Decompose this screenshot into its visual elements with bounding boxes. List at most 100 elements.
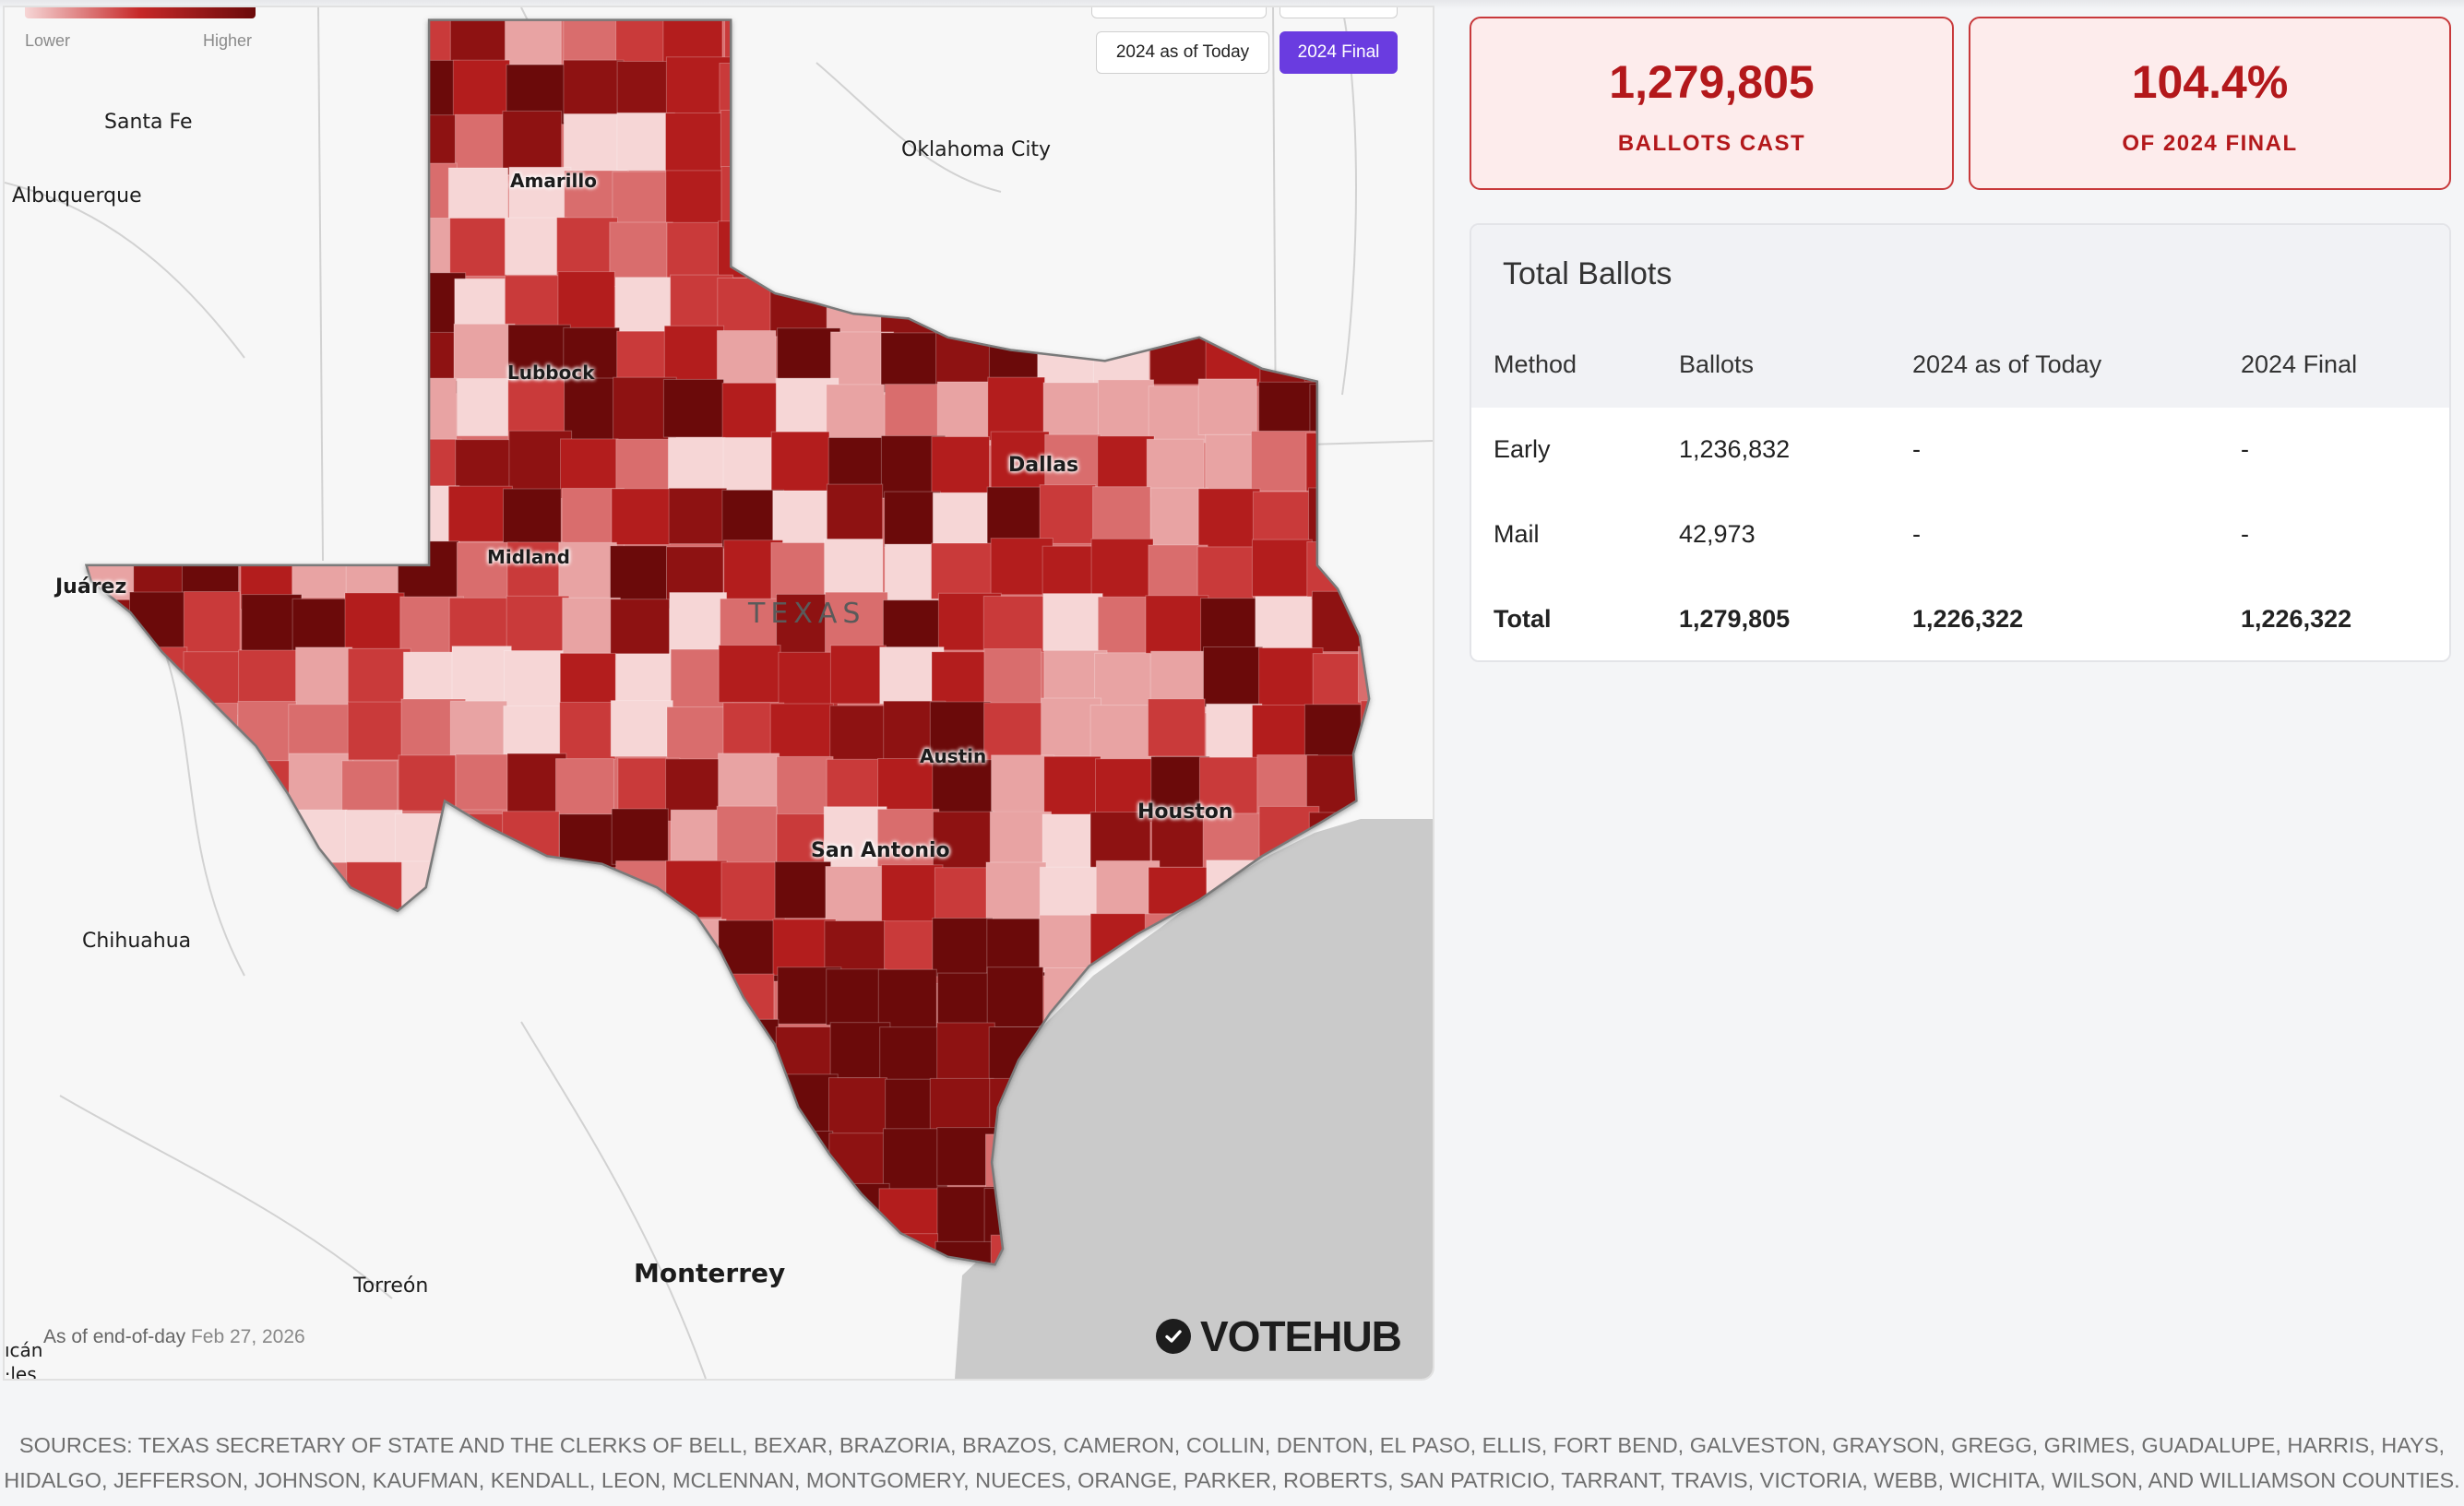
county-region[interactable] bbox=[560, 1289, 623, 1346]
county-region[interactable] bbox=[720, 1073, 785, 1138]
county-region[interactable] bbox=[1146, 118, 1208, 176]
county-region[interactable] bbox=[181, 60, 242, 117]
county-region[interactable] bbox=[1309, 384, 1372, 448]
county-region[interactable] bbox=[288, 753, 349, 815]
county-region[interactable] bbox=[80, 1078, 146, 1136]
county-region[interactable] bbox=[884, 384, 945, 445]
county-region[interactable] bbox=[341, 760, 399, 820]
county-region[interactable] bbox=[503, 706, 566, 764]
county-region[interactable] bbox=[662, 378, 725, 438]
county-region[interactable] bbox=[826, 968, 887, 1026]
county-region[interactable] bbox=[1197, 488, 1261, 550]
county-region[interactable] bbox=[81, 1238, 145, 1302]
county-region[interactable] bbox=[1036, 7, 1099, 66]
county-region[interactable] bbox=[396, 970, 461, 1032]
county-region[interactable] bbox=[1148, 220, 1210, 279]
county-region[interactable] bbox=[831, 62, 889, 125]
county-region[interactable] bbox=[562, 1179, 627, 1243]
choropleth-map[interactable] bbox=[5, 7, 1433, 1379]
county-region[interactable] bbox=[181, 539, 240, 599]
county-region[interactable] bbox=[563, 7, 622, 69]
county-region[interactable] bbox=[826, 275, 886, 337]
county-region[interactable] bbox=[288, 704, 354, 764]
county-region[interactable] bbox=[238, 649, 304, 707]
county-region[interactable] bbox=[449, 218, 507, 277]
county-region[interactable] bbox=[134, 434, 196, 492]
county-region[interactable] bbox=[668, 487, 728, 545]
county-region[interactable] bbox=[666, 706, 724, 765]
county-region[interactable] bbox=[451, 646, 512, 705]
county-region[interactable] bbox=[456, 378, 516, 437]
county-region[interactable] bbox=[881, 864, 944, 925]
county-region[interactable] bbox=[931, 436, 991, 494]
county-region[interactable] bbox=[344, 809, 403, 871]
county-region[interactable] bbox=[1039, 484, 1097, 544]
county-region[interactable] bbox=[611, 808, 669, 865]
county-region[interactable] bbox=[80, 811, 140, 869]
county-region[interactable] bbox=[503, 1075, 567, 1136]
county-region[interactable] bbox=[83, 433, 145, 495]
county-region[interactable] bbox=[182, 485, 242, 551]
county-region[interactable] bbox=[610, 599, 670, 661]
county-region[interactable] bbox=[82, 324, 145, 387]
county-region[interactable] bbox=[722, 436, 780, 500]
county-region[interactable] bbox=[877, 60, 937, 117]
county-region[interactable] bbox=[240, 1026, 300, 1087]
county-region[interactable] bbox=[668, 1287, 724, 1346]
county-region[interactable] bbox=[616, 1026, 675, 1091]
county-region[interactable] bbox=[563, 326, 620, 385]
county-region[interactable] bbox=[506, 861, 569, 919]
county-region[interactable] bbox=[126, 219, 186, 283]
county-region[interactable] bbox=[238, 1187, 298, 1247]
county-region[interactable] bbox=[135, 754, 196, 812]
county-region[interactable] bbox=[1305, 433, 1366, 492]
county-region[interactable] bbox=[882, 599, 944, 658]
county-region[interactable] bbox=[235, 970, 299, 1027]
county-region[interactable] bbox=[772, 490, 833, 550]
county-region[interactable] bbox=[983, 269, 1048, 326]
county-region[interactable] bbox=[716, 330, 777, 387]
county-region[interactable] bbox=[130, 273, 193, 338]
county-region[interactable] bbox=[610, 545, 668, 608]
county-region[interactable] bbox=[1095, 758, 1161, 824]
county-region[interactable] bbox=[1197, 378, 1257, 435]
county-region[interactable] bbox=[1042, 382, 1101, 442]
county-region[interactable] bbox=[557, 271, 615, 331]
county-region[interactable] bbox=[241, 221, 301, 286]
county-region[interactable] bbox=[985, 861, 1047, 926]
county-region[interactable] bbox=[1358, 323, 1416, 387]
county-region[interactable] bbox=[77, 969, 142, 1028]
county-region[interactable] bbox=[132, 969, 196, 1032]
county-region[interactable] bbox=[1206, 165, 1270, 229]
county-region[interactable] bbox=[129, 1182, 192, 1242]
county-region[interactable] bbox=[1252, 705, 1310, 764]
county-region[interactable] bbox=[1148, 162, 1210, 226]
county-region[interactable] bbox=[397, 1077, 462, 1143]
county-region[interactable] bbox=[288, 432, 352, 497]
county-region[interactable] bbox=[237, 270, 300, 334]
county-region[interactable] bbox=[289, 809, 348, 867]
county-region[interactable] bbox=[341, 1129, 399, 1192]
county-region[interactable] bbox=[718, 1018, 780, 1078]
county-region[interactable] bbox=[77, 219, 137, 284]
county-region[interactable] bbox=[882, 1128, 948, 1193]
county-region[interactable] bbox=[665, 113, 731, 177]
county-region[interactable] bbox=[243, 491, 308, 553]
county-region[interactable] bbox=[777, 62, 834, 123]
county-region[interactable] bbox=[241, 812, 303, 877]
county-region[interactable] bbox=[882, 219, 947, 283]
county-region[interactable] bbox=[831, 168, 890, 228]
county-region[interactable] bbox=[78, 698, 135, 763]
county-region[interactable] bbox=[182, 431, 247, 489]
county-region[interactable] bbox=[292, 58, 353, 115]
county-region[interactable] bbox=[716, 1183, 776, 1243]
county-region[interactable] bbox=[347, 484, 412, 550]
county-region[interactable] bbox=[182, 279, 239, 343]
county-region[interactable] bbox=[1251, 539, 1313, 597]
county-region[interactable] bbox=[716, 805, 778, 868]
county-region[interactable] bbox=[990, 431, 1050, 489]
county-region[interactable] bbox=[609, 972, 668, 1038]
county-region[interactable] bbox=[986, 966, 1044, 1027]
county-region[interactable] bbox=[934, 55, 994, 114]
county-region[interactable] bbox=[399, 1019, 463, 1079]
